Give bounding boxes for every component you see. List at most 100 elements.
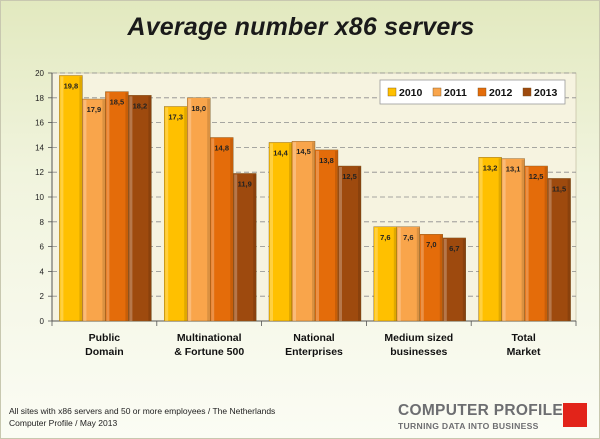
- bar-2013-3: [442, 237, 466, 322]
- data-label-2010-0: 19,8: [64, 81, 79, 90]
- bar-highlight-2013-2: [339, 167, 342, 321]
- bar-shade-2011-4: [521, 159, 525, 321]
- legend-label-2011: 2011: [444, 87, 467, 99]
- legend-swatch-2011: [432, 87, 442, 97]
- data-label-2011-1: 18,0: [191, 104, 206, 113]
- bar-highlight-2012-3: [420, 235, 424, 321]
- x-category-label-3-1: businesses: [390, 346, 447, 358]
- data-label-2012-0: 18,5: [110, 98, 125, 107]
- data-label-2012-2: 13,8: [319, 156, 334, 165]
- legend-swatch-2010: [387, 87, 397, 97]
- bar-highlight-2012-4: [525, 167, 529, 321]
- y-tick-label-16: 16: [35, 119, 44, 128]
- x-category-label-2-0: National: [293, 332, 335, 344]
- x-category-label-4-0: Total: [511, 332, 535, 344]
- bar-highlight-2010-0: [60, 76, 64, 321]
- bar-highlight-2010-1: [165, 107, 169, 321]
- bar-shade-2012-1: [230, 138, 234, 321]
- y-tick-label-14: 14: [35, 143, 44, 152]
- y-tick-label-12: 12: [35, 168, 44, 177]
- footer-note: All sites with x86 servers and 50 or mor…: [9, 405, 275, 429]
- bar-highlight-2011-1: [188, 98, 192, 321]
- bar-highlight-2011-2: [293, 142, 296, 321]
- bar-shade-2013-3: [462, 238, 466, 321]
- data-label-2013-0: 18,2: [133, 101, 148, 110]
- bar-2013-0: [128, 95, 152, 322]
- data-label-2011-4: 13,1: [506, 165, 521, 174]
- logo-square-icon: [563, 403, 587, 427]
- page-title: Average number x86 servers: [127, 13, 475, 41]
- bar-shade-2010-4: [498, 158, 502, 321]
- bar-shade-2011-2: [312, 142, 315, 321]
- footer-line-1: All sites with x86 servers and 50 or mor…: [9, 406, 276, 416]
- footer-line-2: Computer Profile / May 2013: [9, 418, 118, 428]
- legend-swatch-2013: [522, 87, 532, 97]
- data-label-2012-4: 12,5: [529, 172, 544, 181]
- bar-highlight-2010-2: [270, 143, 273, 321]
- legend-swatch-2012: [477, 87, 487, 97]
- data-label-2012-1: 14,8: [214, 143, 229, 152]
- x-category-label-0-1: Domain: [85, 346, 124, 358]
- data-label-2013-1: 11,9: [238, 179, 252, 188]
- bar-highlight-2011-4: [502, 159, 506, 321]
- legend-label-2012: 2012: [489, 87, 513, 99]
- bar-shade-2013-2: [358, 167, 361, 321]
- bar-shade-2013-1: [253, 174, 257, 321]
- data-label-2012-3: 7,0: [426, 240, 436, 249]
- bar-shade-2013-4: [567, 179, 571, 321]
- data-label-2013-2: 12,5: [342, 172, 357, 181]
- logo-tagline: TURNING DATA INTO BUSINESS: [398, 421, 539, 431]
- x-category-label-0-0: Public: [89, 332, 121, 344]
- y-tick-label-20: 20: [35, 69, 44, 78]
- data-label-2013-3: 6,7: [449, 244, 459, 253]
- bar-shade-2010-1: [184, 107, 188, 321]
- bar-shade-2012-4: [544, 167, 548, 321]
- bar-shade-2010-2: [289, 143, 292, 321]
- y-tick-label-0: 0: [40, 317, 45, 326]
- data-label-2010-4: 13,2: [483, 163, 498, 172]
- x-category-label-3-0: Medium sized: [384, 332, 453, 344]
- data-label-2011-2: 14,5: [296, 147, 311, 156]
- x-category-label-1-0: Multinational: [177, 332, 242, 344]
- bar-shade-2010-0: [79, 76, 83, 321]
- bar-highlight-2012-2: [316, 150, 319, 321]
- bar-shade-2012-3: [439, 235, 443, 321]
- x-category-label-1-1: & Fortune 500: [174, 346, 244, 358]
- data-label-2010-3: 7,6: [380, 233, 390, 242]
- bar-highlight-2011-3: [397, 227, 401, 321]
- bar-shade-2010-3: [393, 227, 397, 321]
- logo-name: COMPUTER PROFILE: [398, 402, 563, 419]
- bar-highlight-2013-3: [443, 238, 447, 321]
- y-tick-label-8: 8: [40, 218, 45, 227]
- bar-highlight-2013-1: [234, 174, 238, 321]
- bar-2013-4: [547, 178, 571, 322]
- bar-highlight-2013-4: [548, 179, 552, 321]
- bar-highlight-2013-0: [129, 96, 133, 321]
- x-category-label-4-1: Market: [507, 346, 541, 358]
- bar-highlight-2010-4: [479, 158, 483, 321]
- bar-highlight-2011-0: [83, 100, 87, 321]
- y-tick-label-18: 18: [35, 94, 44, 103]
- bar-shade-2012-0: [125, 92, 129, 321]
- bar-shade-2012-2: [335, 150, 338, 321]
- bar-shade-2013-0: [148, 96, 152, 321]
- x-category-label-2-1: Enterprises: [285, 346, 343, 358]
- bar-2013-2: [337, 165, 362, 322]
- bar-highlight-2012-0: [106, 92, 110, 321]
- data-label-2010-2: 14,4: [273, 148, 288, 157]
- y-tick-label-10: 10: [35, 193, 44, 202]
- bar-highlight-2010-3: [374, 227, 378, 321]
- y-tick-label-6: 6: [40, 243, 45, 252]
- bar-shade-2011-3: [416, 227, 420, 321]
- legend-box: [379, 79, 566, 105]
- bar-chart: 0 2 4 6 8 10 12 14 16 18 20 19,8 17,9 18,5 18,2 Public D…: [35, 69, 577, 358]
- bar-shade-2011-0: [102, 100, 106, 321]
- y-tick-label-2: 2: [40, 292, 45, 301]
- y-tick-label-4: 4: [40, 267, 45, 276]
- data-label-2011-3: 7,6: [403, 233, 413, 242]
- legend-label-2013: 2013: [534, 87, 558, 99]
- bar-shade-2011-1: [207, 98, 211, 321]
- legend-label-2010: 2010: [399, 87, 423, 99]
- data-label-2011-0: 17,9: [87, 105, 102, 114]
